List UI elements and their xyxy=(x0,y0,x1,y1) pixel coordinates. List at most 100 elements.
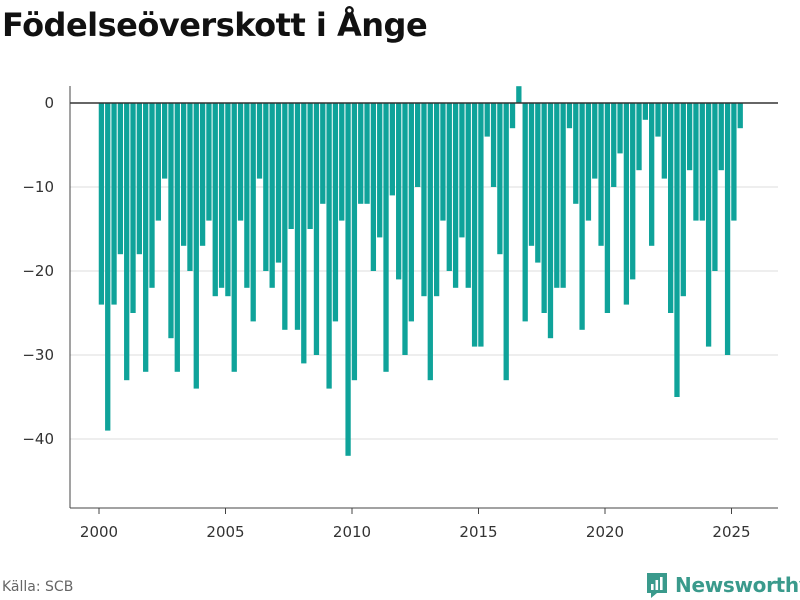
bar xyxy=(358,103,364,204)
bar xyxy=(503,103,509,381)
bar xyxy=(263,103,269,271)
bar xyxy=(471,103,478,347)
bar xyxy=(282,103,288,330)
bar xyxy=(459,103,465,238)
bar xyxy=(636,103,642,171)
bar xyxy=(604,103,611,313)
bar xyxy=(573,103,579,204)
y-tick-label: 0 xyxy=(44,94,54,112)
bar xyxy=(630,103,636,280)
bar xyxy=(231,103,237,372)
bar xyxy=(275,103,282,263)
newsworthy-logo-icon xyxy=(647,573,667,598)
bar xyxy=(516,86,522,103)
bar xyxy=(326,103,332,389)
bar xyxy=(566,103,573,129)
bar xyxy=(294,103,301,330)
bar xyxy=(174,103,180,372)
y-tick-label: −20 xyxy=(22,262,54,280)
x-tick-label: 2015 xyxy=(459,523,497,541)
bar xyxy=(731,103,737,221)
bar xyxy=(560,103,566,288)
bar xyxy=(149,103,155,288)
bar xyxy=(256,103,263,179)
bar xyxy=(402,103,408,355)
bar xyxy=(162,103,168,179)
y-tick-label: −30 xyxy=(22,346,54,364)
bar xyxy=(199,103,206,246)
bar xyxy=(478,103,484,347)
bar xyxy=(136,103,142,255)
bar xyxy=(244,103,250,288)
bar xyxy=(143,103,149,372)
chart-title: Födelseöverskott i Ånge xyxy=(2,6,428,44)
x-tick-label: 2020 xyxy=(586,523,624,541)
bar xyxy=(668,103,674,313)
bar xyxy=(598,103,604,246)
bar xyxy=(490,103,497,187)
bar xyxy=(288,103,294,229)
bar xyxy=(579,103,585,330)
x-tick-label: 2025 xyxy=(712,523,750,541)
bar xyxy=(396,103,402,280)
x-tick-label: 2000 xyxy=(80,523,118,541)
bar xyxy=(661,103,667,179)
bar xyxy=(180,103,187,246)
bar xyxy=(718,103,724,171)
bar xyxy=(332,103,339,322)
bar xyxy=(383,103,389,372)
bar xyxy=(370,103,377,271)
y-tick-label: −40 xyxy=(22,430,54,448)
bar xyxy=(421,103,427,297)
axes: 0 −10 −20 −30 −40 2000 2005 2010 2015 2020 2025 xyxy=(22,86,778,541)
bar xyxy=(737,103,743,129)
bar xyxy=(554,103,560,288)
bar xyxy=(693,103,699,221)
bar xyxy=(427,103,433,381)
bar xyxy=(364,103,370,204)
bar xyxy=(617,103,623,154)
bar xyxy=(301,103,307,364)
bar xyxy=(408,103,414,322)
bar xyxy=(105,103,111,431)
bar xyxy=(674,103,680,397)
brand-logo[interactable]: Newsworthy xyxy=(645,570,800,600)
bar xyxy=(124,103,130,381)
bar xyxy=(541,103,547,313)
bar xyxy=(535,103,541,263)
bar xyxy=(389,103,395,196)
y-tick-label: −10 xyxy=(22,178,54,196)
bar xyxy=(705,103,712,347)
bar xyxy=(452,103,459,288)
x-tick-label: 2005 xyxy=(206,523,244,541)
bar xyxy=(111,103,117,305)
bar xyxy=(465,103,471,288)
bar xyxy=(484,103,490,137)
x-tick-label: 2010 xyxy=(333,523,371,541)
bar xyxy=(642,103,648,120)
bar xyxy=(699,103,705,221)
bar xyxy=(117,103,124,255)
source-note: Källa: SCB xyxy=(2,579,74,595)
bar xyxy=(206,103,212,221)
bar xyxy=(649,103,655,246)
bar xyxy=(724,103,731,355)
brand-name: Newsworthy xyxy=(675,573,800,597)
bar xyxy=(130,103,136,313)
bar xyxy=(509,103,516,129)
bar xyxy=(547,103,554,339)
bar xyxy=(497,103,503,255)
bar xyxy=(187,103,193,271)
bar xyxy=(680,103,686,297)
bar xyxy=(351,103,358,381)
bar xyxy=(225,103,231,297)
bar xyxy=(307,103,313,229)
bar xyxy=(528,103,535,246)
bar xyxy=(522,103,528,322)
bar xyxy=(415,103,421,187)
bar xyxy=(446,103,452,271)
bar xyxy=(250,103,256,322)
bar xyxy=(611,103,617,187)
bar xyxy=(193,103,199,389)
